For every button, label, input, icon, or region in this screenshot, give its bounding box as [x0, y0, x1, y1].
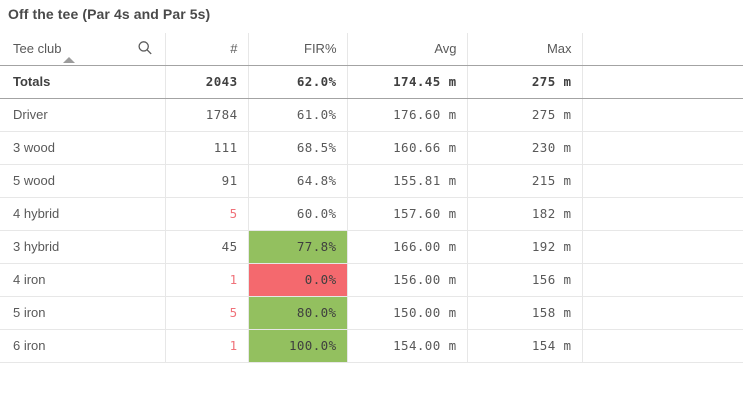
- cell-max[interactable]: 192 m: [467, 230, 583, 264]
- totals-row: Totals 2043 62.0% 174.45 m 275 m: [0, 65, 743, 99]
- cell-max[interactable]: 275 m: [467, 98, 583, 132]
- header-row: Tee club # FIR% Avg Max: [0, 33, 743, 66]
- cell-avg[interactable]: 176.60 m: [347, 98, 468, 132]
- cell-fir[interactable]: 64.8%: [248, 164, 348, 198]
- cell-spacer: [582, 296, 743, 330]
- cell-spacer: [582, 230, 743, 264]
- tee-club-stats-table: Tee club # FIR% Avg Max Tota: [0, 33, 743, 363]
- totals-avg: 174.45 m: [347, 65, 468, 99]
- cell-spacer: [582, 263, 743, 297]
- cell-club[interactable]: Driver: [0, 98, 166, 132]
- cell-avg[interactable]: 150.00 m: [347, 296, 468, 330]
- cell-max[interactable]: 230 m: [467, 131, 583, 165]
- cell-spacer: [582, 98, 743, 132]
- column-header-avg[interactable]: Avg: [347, 33, 468, 66]
- column-header-max[interactable]: Max: [467, 33, 583, 66]
- cell-avg[interactable]: 156.00 m: [347, 263, 468, 297]
- column-header-tee-club[interactable]: Tee club: [0, 33, 166, 66]
- cell-spacer: [582, 329, 743, 363]
- search-icon[interactable]: [137, 39, 153, 55]
- table-totals: Totals 2043 62.0% 174.45 m 275 m: [0, 65, 743, 99]
- cell-avg[interactable]: 166.00 m: [347, 230, 468, 264]
- cell-avg[interactable]: 157.60 m: [347, 197, 468, 231]
- table-row: 5 wood 91 64.8% 155.81 m 215 m: [0, 164, 743, 198]
- column-header-spacer: [582, 33, 743, 66]
- cell-max[interactable]: 215 m: [467, 164, 583, 198]
- cell-count[interactable]: 5: [165, 296, 249, 330]
- cell-count[interactable]: 1784: [165, 98, 249, 132]
- cell-count[interactable]: 5: [165, 197, 249, 231]
- totals-fir: 62.0%: [248, 65, 348, 99]
- column-header-tee-club-label: Tee club: [13, 41, 62, 57]
- table-row: 4 hybrid 5 60.0% 157.60 m 182 m: [0, 197, 743, 231]
- cell-fir[interactable]: 68.5%: [248, 131, 348, 165]
- cell-avg[interactable]: 155.81 m: [347, 164, 468, 198]
- cell-max[interactable]: 158 m: [467, 296, 583, 330]
- table-row: 3 wood 111 68.5% 160.66 m 230 m: [0, 131, 743, 165]
- cell-fir[interactable]: 0.0%: [248, 263, 348, 297]
- cell-fir[interactable]: 80.0%: [248, 296, 348, 330]
- table-row: 3 hybrid 45 77.8% 166.00 m 192 m: [0, 230, 743, 264]
- cell-fir[interactable]: 61.0%: [248, 98, 348, 132]
- cell-count[interactable]: 1: [165, 329, 249, 363]
- cell-fir[interactable]: 60.0%: [248, 197, 348, 231]
- table-row: 5 iron 5 80.0% 150.00 m 158 m: [0, 296, 743, 330]
- cell-fir[interactable]: 77.8%: [248, 230, 348, 264]
- page-title: Off the tee (Par 4s and Par 5s): [8, 6, 211, 22]
- cell-max[interactable]: 156 m: [467, 263, 583, 297]
- cell-count[interactable]: 1: [165, 263, 249, 297]
- cell-avg[interactable]: 160.66 m: [347, 131, 468, 165]
- cell-club[interactable]: 3 wood: [0, 131, 166, 165]
- cell-spacer: [582, 197, 743, 231]
- cell-avg[interactable]: 154.00 m: [347, 329, 468, 363]
- cell-club[interactable]: 5 wood: [0, 164, 166, 198]
- cell-max[interactable]: 182 m: [467, 197, 583, 231]
- cell-count[interactable]: 111: [165, 131, 249, 165]
- cell-club[interactable]: 6 iron: [0, 329, 166, 363]
- table-header: Tee club # FIR% Avg Max: [0, 33, 743, 66]
- cell-club[interactable]: 5 iron: [0, 296, 166, 330]
- sort-ascending-icon: [63, 56, 75, 63]
- cell-count[interactable]: 45: [165, 230, 249, 264]
- table-row: 6 iron 1 100.0% 154.00 m 154 m: [0, 329, 743, 363]
- totals-label: Totals: [0, 65, 166, 99]
- column-header-count[interactable]: #: [165, 33, 249, 66]
- cell-count[interactable]: 91: [165, 164, 249, 198]
- table-row: 4 iron 1 0.0% 156.00 m 156 m: [0, 263, 743, 297]
- cell-spacer: [582, 131, 743, 165]
- cell-spacer: [582, 164, 743, 198]
- column-header-fir[interactable]: FIR%: [248, 33, 348, 66]
- table-row: Driver 1784 61.0% 176.60 m 275 m: [0, 98, 743, 132]
- cell-club[interactable]: 4 iron: [0, 263, 166, 297]
- cell-club[interactable]: 4 hybrid: [0, 197, 166, 231]
- totals-max: 275 m: [467, 65, 583, 99]
- totals-spacer: [582, 65, 743, 99]
- cell-max[interactable]: 154 m: [467, 329, 583, 363]
- totals-count: 2043: [165, 65, 249, 99]
- cell-fir[interactable]: 100.0%: [248, 329, 348, 363]
- cell-club[interactable]: 3 hybrid: [0, 230, 166, 264]
